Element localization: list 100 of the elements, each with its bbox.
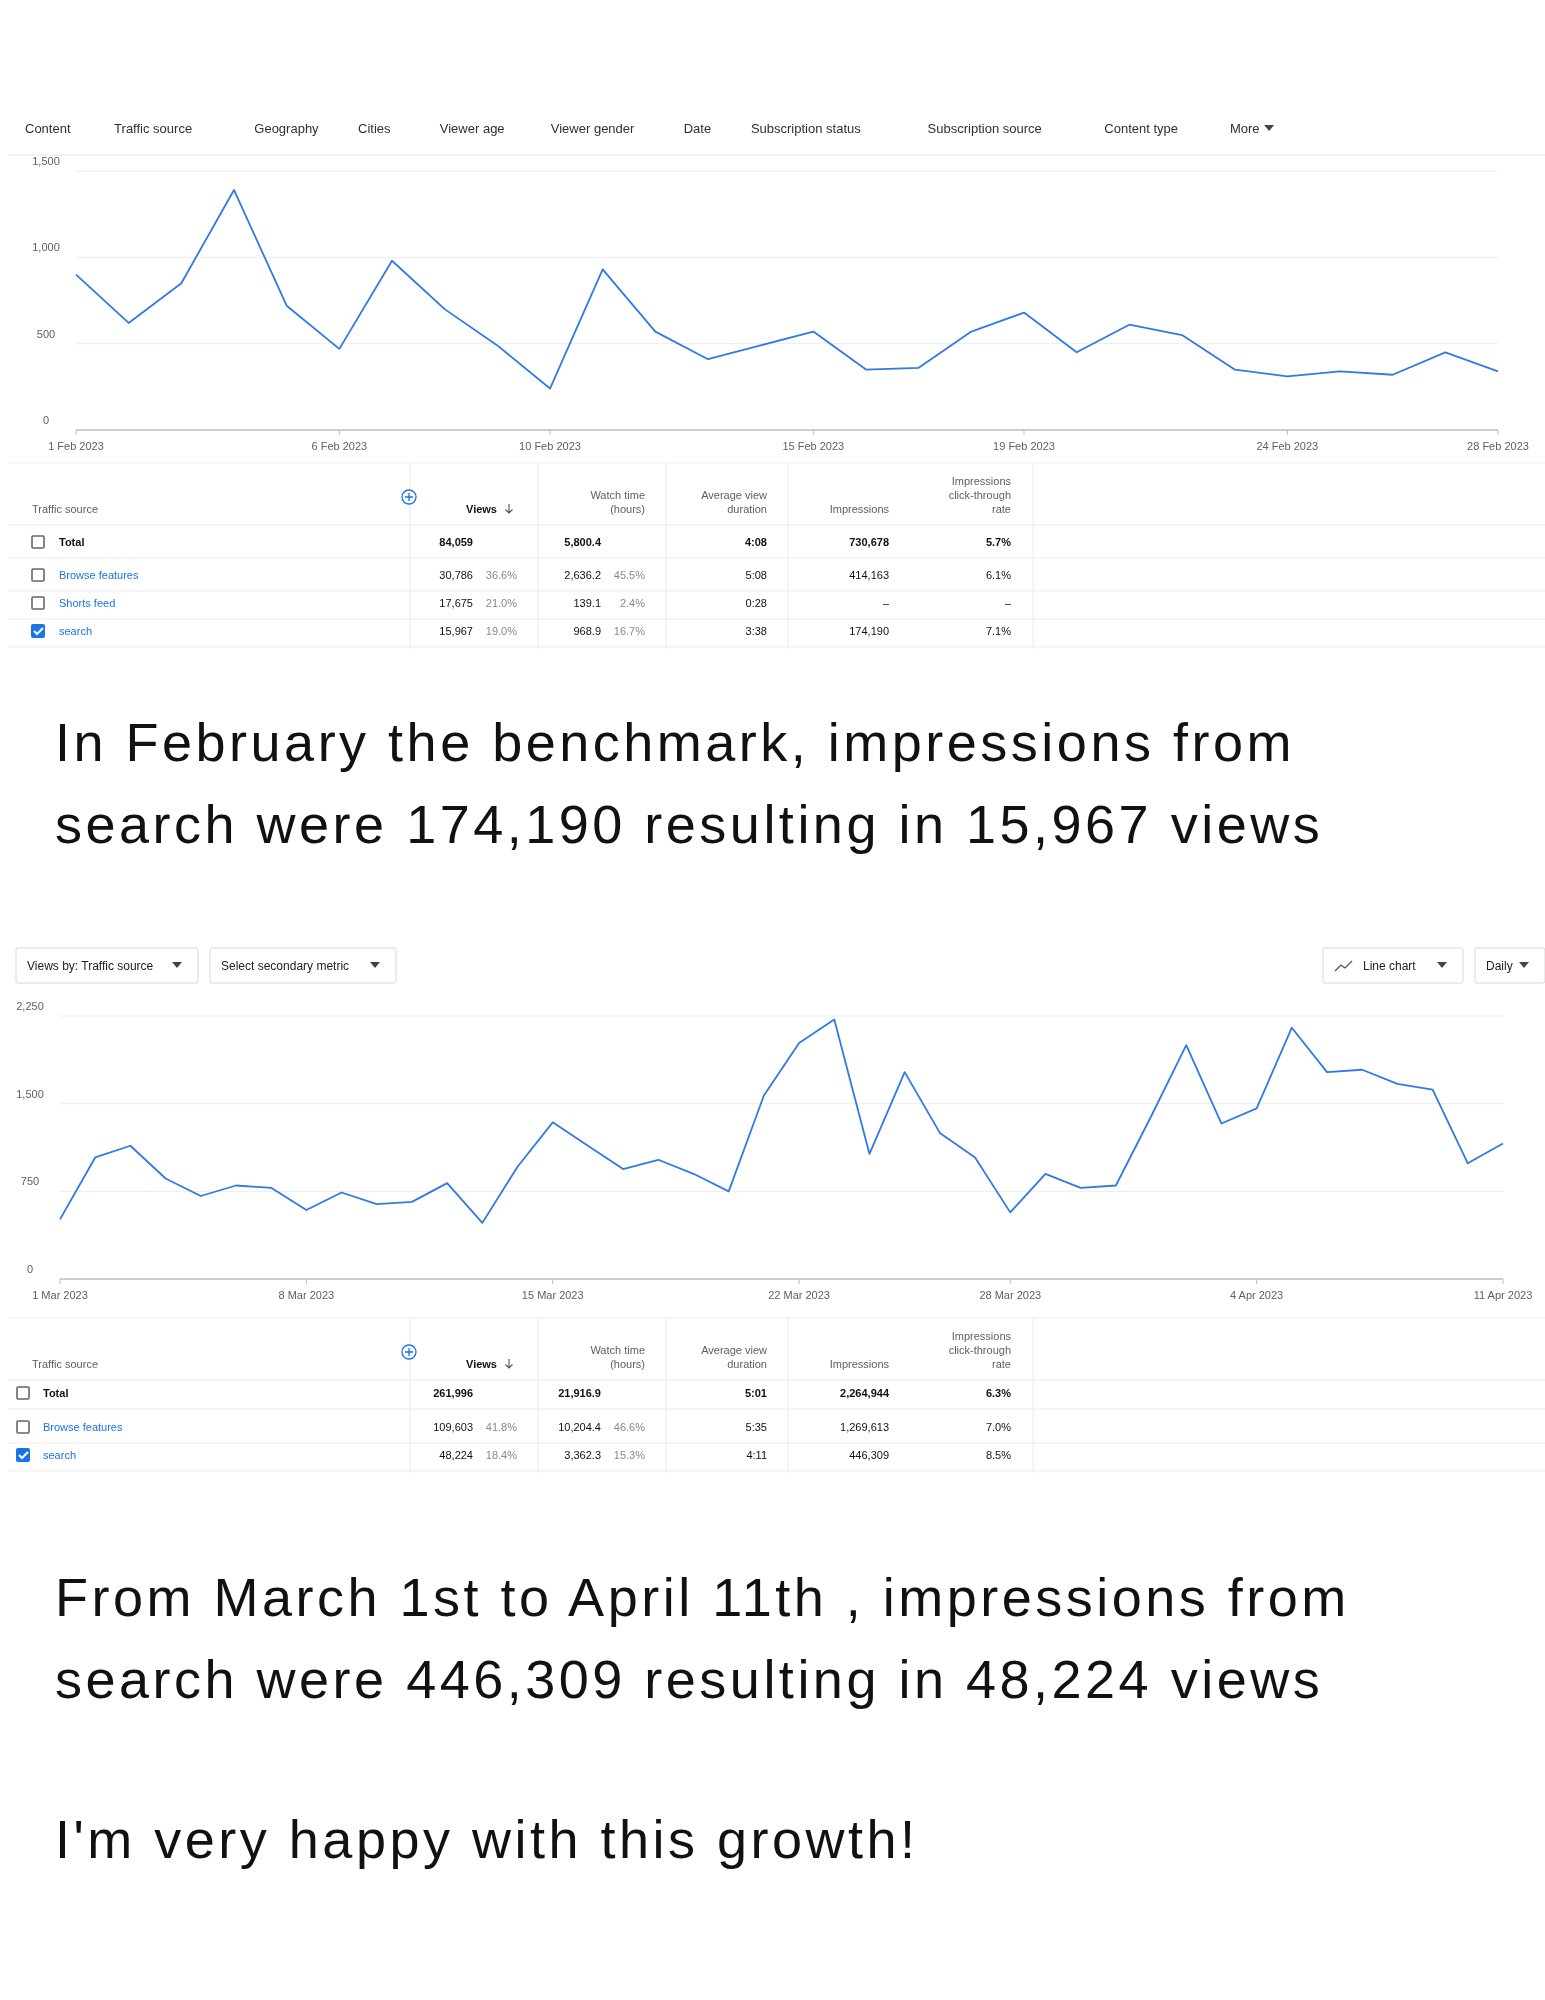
category-label: Impressions (829, 1358, 890, 1370)
text: Content (25, 121, 71, 136)
text: 261,996 (433, 1387, 473, 1399)
x-tick-label: 24 Feb 2023 (1256, 440, 1319, 452)
x-tick-label: 11 Apr 2023 (1473, 1289, 1533, 1301)
text: 17,675 (439, 597, 473, 609)
y-tick-label: 2,250 (16, 1000, 44, 1012)
text: 5.7% (985, 536, 1012, 548)
text: 5:01 (744, 1387, 767, 1399)
y-tick-label: 0 (42, 414, 50, 426)
x-tick-label: 6 Feb 2023 (311, 440, 368, 452)
x-tick-label: 4 Apr 2023 (1230, 1289, 1284, 1301)
text: 2.4% (619, 597, 646, 609)
x-tick-label: 15 Mar 2023 (521, 1289, 584, 1301)
x-tick-label: 10 Feb 2023 (519, 440, 581, 452)
x-tick-label: 22 Mar 2023 (768, 1289, 830, 1301)
text: Select secondary metric (221, 959, 350, 973)
text: From March 1st to April 11th , impressions from search were 446,309 resulting in 48,224 views (55, 1567, 1350, 1709)
text: 6.1% (985, 569, 1012, 581)
text: Viewer gender (550, 121, 636, 136)
y-tick-label: 1,500 (16, 1087, 44, 1100)
category-label: Impressions click-through rate (948, 475, 1012, 515)
text: – (1004, 597, 1012, 609)
x-tick-label: 1 Feb 2023 (48, 440, 104, 452)
text: Total (59, 536, 85, 548)
text: 4:08 (744, 536, 767, 548)
x-tick-label: 1 Mar 2023 (32, 1289, 88, 1301)
text: 15,967 (439, 625, 473, 637)
text: In February the benchmark, impressions from search were 174,190 resulting in 15,967 views (55, 712, 1324, 854)
y-tick-label: 500 (36, 327, 56, 340)
text: Subscription source (927, 121, 1042, 136)
y-tick-label: 0 (26, 1263, 34, 1275)
text: – (882, 597, 890, 609)
text: Total (43, 1387, 69, 1399)
text: 7.0% (985, 1421, 1012, 1433)
text: 730,678 (849, 536, 889, 548)
category-label: Average view duration (701, 489, 768, 515)
text: Views by: Traffic source (27, 959, 154, 973)
category-label: Impressions click-through rate (948, 1330, 1012, 1370)
text: 5:35 (745, 1421, 767, 1433)
text: 46.6% (613, 1421, 646, 1433)
text: Content type (1104, 121, 1179, 136)
y-tick-label: 1,000 (32, 241, 60, 254)
category-label: Views (466, 1358, 497, 1370)
text: I'm very happy with this growth! (55, 1809, 919, 1869)
text: 16.7% (613, 625, 646, 637)
text: Cities (358, 121, 392, 136)
text: 21,916.9 (558, 1387, 601, 1399)
text: 4:11 (746, 1449, 767, 1461)
x-tick-label: 8 Mar 2023 (278, 1289, 335, 1301)
x-tick-label: 28 Mar 2023 (979, 1289, 1042, 1301)
text: 968.9 (573, 625, 601, 637)
text: More (1229, 121, 1260, 136)
category-label: Average view duration (701, 1344, 768, 1370)
text: Date (683, 121, 712, 136)
text: 414,163 (849, 569, 889, 581)
text: 174,190 (849, 625, 889, 637)
text: 8.5% (985, 1449, 1012, 1461)
text: 19.0% (485, 625, 518, 637)
text: Viewer age (439, 121, 505, 136)
text: 21.0% (485, 597, 518, 609)
text: Geography (254, 121, 320, 136)
text: Line chart (1363, 959, 1417, 973)
text: 41.8% (485, 1421, 518, 1433)
text: 3:38 (745, 625, 767, 637)
y-tick-label: 750 (20, 1175, 40, 1188)
text: 18.4% (485, 1449, 518, 1461)
text: Subscription status (750, 121, 862, 136)
text: search (43, 1449, 77, 1461)
text: 139.1 (573, 597, 601, 609)
category-label: Views (466, 503, 497, 515)
text: 48,224 (439, 1449, 473, 1461)
y-tick-label: 1,500 (32, 155, 60, 167)
category-label: Watch time (hours) (590, 1344, 645, 1370)
text: Daily (1486, 959, 1513, 973)
x-tick-label: 15 Feb 2023 (782, 440, 845, 452)
text: 5:08 (745, 569, 767, 581)
text: 1,269,613 (840, 1421, 889, 1433)
text: 446,309 (849, 1449, 889, 1461)
text: 5,800.4 (564, 536, 602, 548)
text: 109,603 (433, 1421, 473, 1433)
text: Shorts feed (59, 597, 116, 609)
text: 15.3% (613, 1449, 646, 1461)
text: 2,636.2 (564, 569, 601, 581)
text: 84,059 (439, 536, 473, 548)
x-tick-label: 28 Feb 2023 (1467, 440, 1529, 452)
text: Traffic source (114, 121, 193, 136)
text: 0:28 (745, 597, 767, 609)
category-label: Impressions (829, 503, 890, 515)
text: Browse features (43, 1421, 123, 1433)
text: 36.6% (485, 569, 518, 581)
text: 30,786 (439, 569, 473, 581)
text: 45.5% (613, 569, 646, 581)
category-label: Traffic source (32, 503, 99, 515)
text: 7.1% (985, 625, 1012, 637)
text: 10,204.4 (558, 1421, 601, 1433)
text: 6.3% (985, 1387, 1012, 1399)
text: 3,362.3 (564, 1449, 601, 1461)
category-label: Watch time (hours) (590, 489, 645, 515)
text: Browse features (59, 569, 139, 581)
